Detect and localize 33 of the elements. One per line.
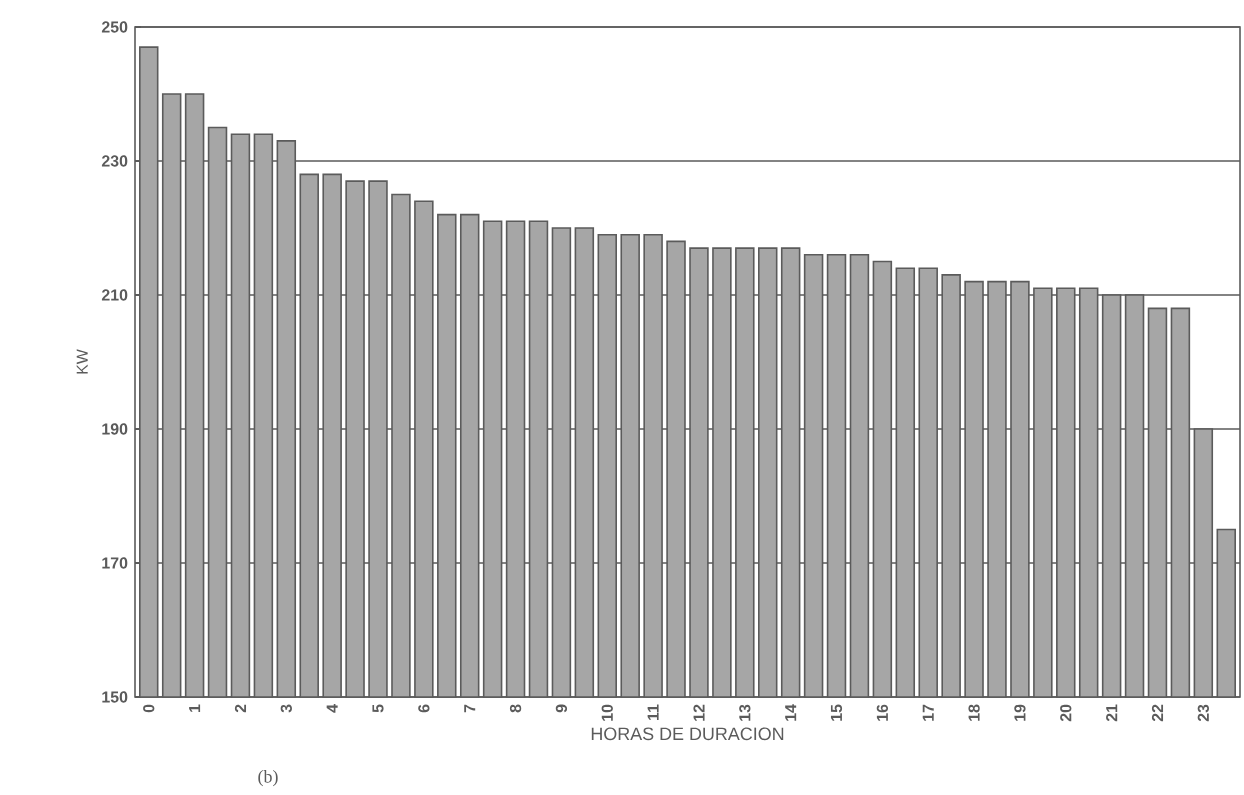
x-tick-label: 14	[785, 704, 797, 721]
x-tick-label: 2	[234, 704, 247, 713]
x-tick-label: 3	[280, 704, 292, 713]
x-tick-label: 22	[1151, 704, 1164, 722]
x-tick-label: 17	[922, 704, 934, 721]
x-tick-label: 9	[555, 704, 568, 713]
x-tick-label: 8	[509, 704, 522, 713]
x-tick-label: 20	[1060, 704, 1072, 722]
y-tick-label: 210	[101, 289, 128, 301]
x-tick-label: 10	[601, 704, 613, 721]
y-axis-title: KW	[76, 349, 88, 374]
y-tick-label: 190	[102, 423, 128, 435]
x-tick-label: 0	[143, 704, 155, 713]
x-tick-label: 15	[830, 704, 843, 721]
y-tick-label: 170	[102, 557, 128, 569]
x-tick-label: 13	[739, 704, 751, 721]
y-tick-label: 150	[102, 691, 128, 703]
x-axis-title: HORAS DE DURACION	[591, 727, 784, 741]
x-tick-label: 5	[372, 704, 384, 713]
x-tick-label: 23	[1197, 704, 1209, 722]
y-tick-label: 250	[101, 21, 128, 33]
x-tick-label: 21	[1106, 704, 1118, 722]
x-tick-label: 1	[189, 704, 201, 712]
x-tick-label: 4	[326, 704, 338, 713]
x-tick-label: 18	[968, 704, 980, 721]
x-tick-label: 19	[1014, 704, 1026, 721]
x-tick-label: 16	[876, 704, 889, 721]
x-tick-label: 12	[693, 704, 705, 721]
x-tick-label: 6	[418, 704, 430, 713]
x-tick-label: 7	[464, 704, 476, 713]
y-tick-label: 230	[101, 155, 128, 167]
text: (b)	[258, 770, 278, 787]
x-tick-label: 11	[647, 704, 659, 720]
